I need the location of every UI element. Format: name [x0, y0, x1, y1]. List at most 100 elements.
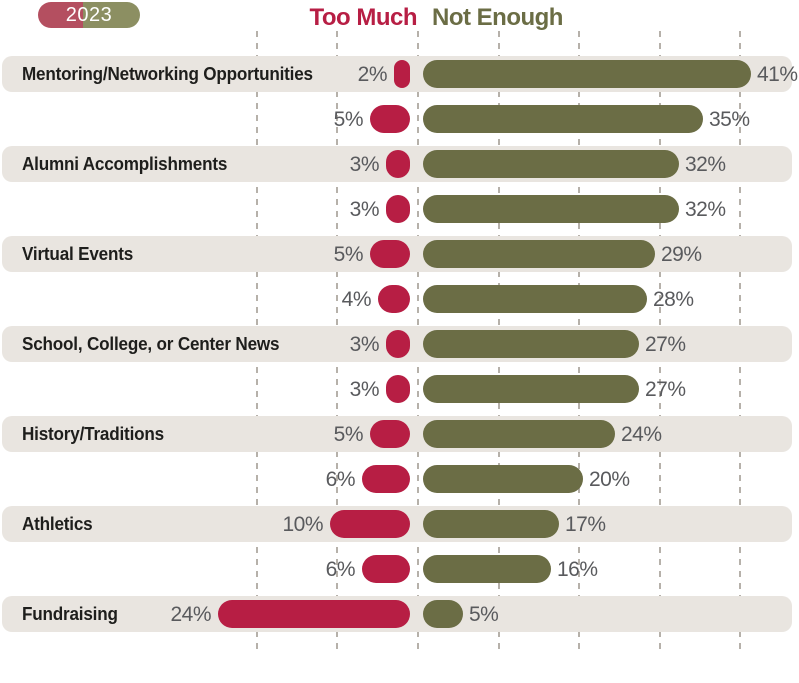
too-much-bar — [370, 240, 410, 268]
category-label: History/Traditions — [22, 424, 164, 444]
not-enough-bar — [423, 375, 639, 403]
too-much-group: 10% — [282, 506, 410, 542]
too-much-header: Too Much — [309, 4, 417, 31]
too-much-value: 5% — [333, 422, 364, 446]
not-enough-value: 35% — [709, 107, 750, 131]
too-much-value: 10% — [282, 512, 323, 536]
too-much-bar — [386, 330, 410, 358]
not-enough-value: 28% — [653, 287, 694, 311]
too-much-bar — [386, 375, 410, 403]
not-enough-group: 32% — [423, 146, 726, 182]
not-enough-bar — [423, 510, 559, 538]
not-enough-value: 17% — [565, 512, 606, 536]
not-enough-bar — [423, 240, 655, 268]
category-label: Alumni Accomplishments — [22, 154, 228, 174]
too-much-bar — [330, 510, 410, 538]
too-much-group: 6% — [326, 551, 410, 587]
too-much-value: 3% — [349, 152, 380, 176]
legend-year-label: 2023 — [65, 4, 113, 26]
too-much-group: 3% — [350, 146, 410, 182]
too-much-bar — [362, 465, 410, 493]
chart-row: Fundraising 24% 5% — [2, 596, 792, 632]
not-enough-group: 16% — [423, 551, 598, 587]
not-enough-value: 24% — [621, 422, 662, 446]
not-enough-value: 5% — [469, 602, 499, 626]
not-enough-bar — [423, 465, 583, 493]
chart-row: 3% 27% — [2, 371, 792, 407]
not-enough-group: 24% — [423, 416, 662, 452]
too-much-value: 3% — [349, 377, 380, 401]
not-enough-value: 29% — [661, 242, 702, 266]
legend-year-badge: 2023 — [38, 2, 140, 28]
chart-row: Mentoring/Networking Opportunities 2% 41% — [2, 56, 798, 92]
not-enough-bar — [423, 195, 679, 223]
too-much-bar — [378, 285, 410, 313]
chart-row: Virtual Events 5% 29% — [2, 236, 792, 272]
too-much-value: 6% — [325, 467, 356, 491]
category-label: Fundraising — [22, 604, 118, 624]
not-enough-value: 41% — [757, 62, 798, 86]
too-much-bar — [386, 150, 410, 178]
not-enough-value: 27% — [645, 332, 686, 356]
too-much-group: 5% — [334, 416, 410, 452]
not-enough-group: 20% — [423, 461, 630, 497]
too-much-value: 24% — [170, 602, 211, 626]
too-much-bar — [218, 600, 410, 628]
category-label: Virtual Events — [22, 244, 134, 264]
not-enough-value: 27% — [645, 377, 686, 401]
category-label: School, College, or Center News — [22, 334, 280, 354]
too-much-group: 3% — [350, 371, 410, 407]
not-enough-value: 20% — [589, 467, 630, 491]
not-enough-group: 17% — [423, 506, 606, 542]
too-much-group: 5% — [334, 101, 410, 137]
not-enough-header: Not Enough — [432, 4, 563, 31]
too-much-bar — [394, 60, 410, 88]
not-enough-group: 32% — [423, 191, 726, 227]
too-much-group: 2% — [358, 56, 410, 92]
not-enough-bar — [423, 60, 751, 88]
chart-row: 3% 32% — [2, 191, 792, 227]
too-much-group: 4% — [342, 281, 410, 317]
too-much-group: 5% — [334, 236, 410, 272]
not-enough-bar — [423, 600, 463, 628]
too-much-value: 5% — [333, 242, 364, 266]
not-enough-bar — [423, 285, 647, 313]
chart-row: Alumni Accomplishments 3% 32% — [2, 146, 792, 182]
category-label: Athletics — [22, 514, 93, 534]
not-enough-group: 27% — [423, 326, 686, 362]
too-much-bar — [370, 420, 410, 448]
chart-row: 6% 16% — [2, 551, 792, 587]
not-enough-group: 29% — [423, 236, 702, 272]
chart-row: School, College, or Center News 3% 27% — [2, 326, 792, 362]
not-enough-group: 27% — [423, 371, 686, 407]
not-enough-bar — [423, 420, 615, 448]
too-much-group: 24% — [170, 596, 410, 632]
chart-row: 4% 28% — [2, 281, 792, 317]
not-enough-value: 16% — [557, 557, 598, 581]
too-much-bar — [362, 555, 410, 583]
not-enough-group: 41% — [423, 56, 798, 92]
too-much-group: 6% — [326, 461, 410, 497]
not-enough-bar — [423, 330, 639, 358]
too-much-value: 6% — [325, 557, 356, 581]
too-much-group: 3% — [350, 191, 410, 227]
chart-row: Athletics 10% 17% — [2, 506, 792, 542]
not-enough-group: 5% — [423, 596, 499, 632]
not-enough-bar — [423, 105, 703, 133]
too-much-value: 2% — [357, 62, 388, 86]
too-much-group: 3% — [350, 326, 410, 362]
not-enough-value: 32% — [685, 197, 726, 221]
category-label: Mentoring/Networking Opportunities — [22, 64, 313, 84]
chart-row: 6% 20% — [2, 461, 792, 497]
not-enough-value: 32% — [685, 152, 726, 176]
chart-row: History/Traditions 5% 24% — [2, 416, 792, 452]
too-much-value: 4% — [341, 287, 372, 311]
not-enough-bar — [423, 150, 679, 178]
too-much-bar — [370, 105, 410, 133]
not-enough-group: 28% — [423, 281, 694, 317]
too-much-bar — [386, 195, 410, 223]
too-much-value: 3% — [349, 332, 380, 356]
chart-row: 5% 35% — [2, 101, 792, 137]
too-much-value: 5% — [333, 107, 364, 131]
